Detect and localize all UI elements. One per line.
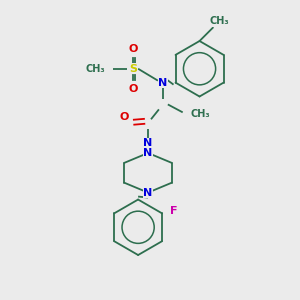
Text: O: O bbox=[128, 84, 138, 94]
Text: CH₃: CH₃ bbox=[86, 64, 105, 74]
Text: N: N bbox=[143, 148, 153, 158]
Text: S: S bbox=[129, 64, 137, 74]
Text: CH₃: CH₃ bbox=[209, 16, 229, 26]
Text: F: F bbox=[170, 206, 178, 216]
Text: N: N bbox=[143, 188, 153, 198]
Text: CH₃: CH₃ bbox=[190, 109, 210, 119]
Text: O: O bbox=[128, 44, 138, 54]
Text: N: N bbox=[158, 78, 167, 88]
Text: N: N bbox=[143, 138, 153, 148]
Text: O: O bbox=[120, 112, 129, 122]
